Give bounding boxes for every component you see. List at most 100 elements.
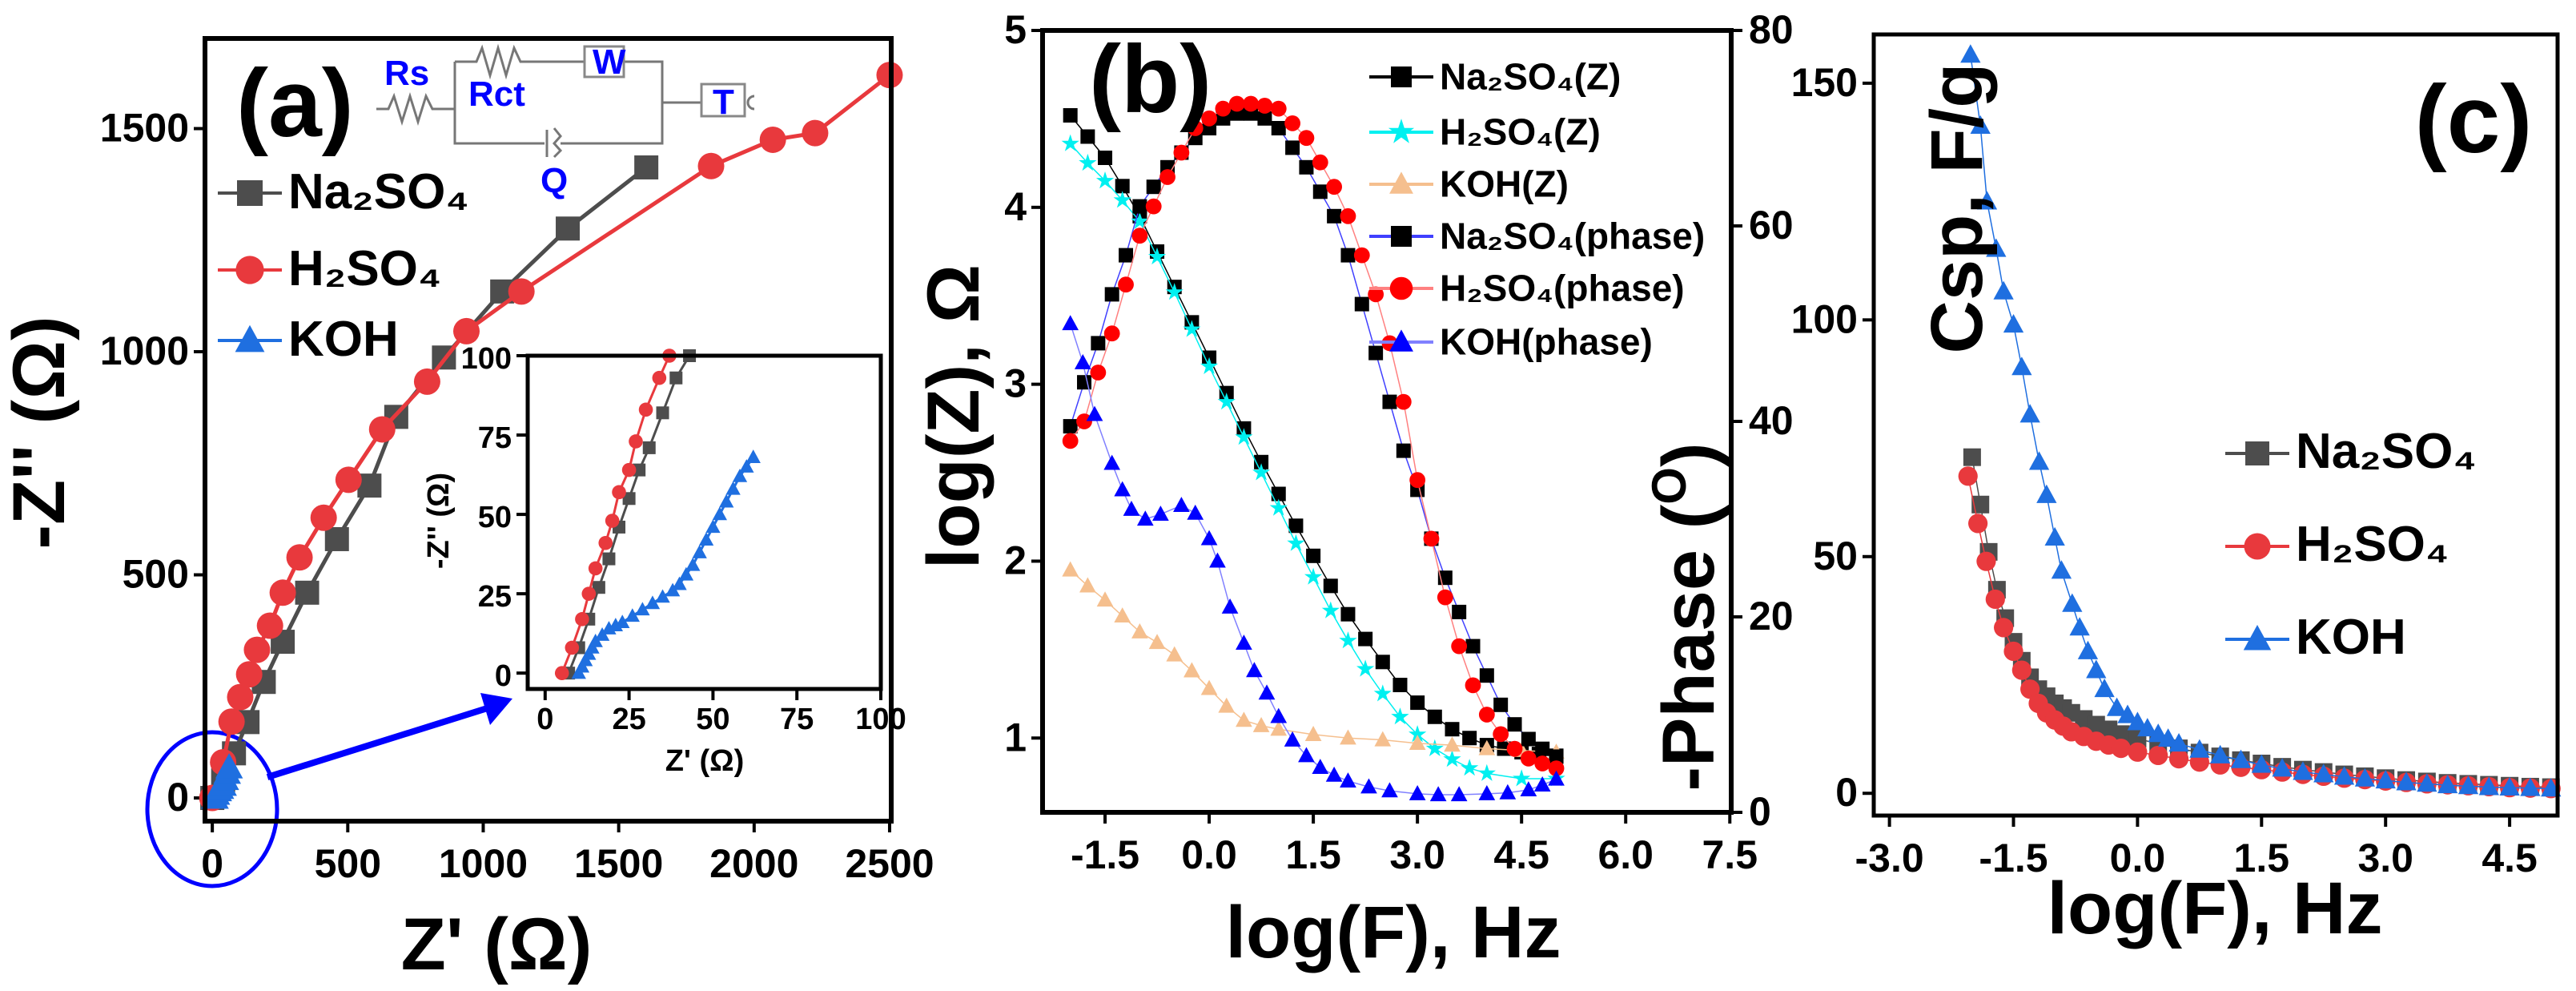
b-koh-phase-point — [1114, 481, 1131, 497]
b-koh-phase-point — [1284, 731, 1301, 747]
b-h2so4-phase-point — [1118, 276, 1134, 293]
b-koh-phase-legend-marker — [1389, 329, 1413, 352]
b-na2so4-phase-point — [1549, 749, 1564, 764]
c-koh-point — [1970, 115, 1991, 134]
b-h2so4-z-point — [1165, 283, 1184, 300]
b-h2so4-z-point — [1269, 498, 1288, 516]
c-koh-point — [2137, 718, 2158, 737]
c-koh-point — [2086, 659, 2107, 679]
b-h2so4-phase-point — [1548, 760, 1565, 776]
circuit-label-q: Q — [541, 161, 568, 200]
b-koh-phase-point — [1450, 786, 1468, 802]
b-koh-phase-point — [1499, 784, 1517, 800]
b-na2so4-phase-point — [1465, 639, 1481, 654]
inset-koh-point — [712, 506, 727, 521]
c-koh-point — [2396, 771, 2417, 791]
c-na2so4-legend-label: Na₂SO₄ — [2296, 424, 2477, 479]
inset-na2so4-point — [622, 492, 636, 506]
b-koh-z-line — [1070, 569, 1557, 753]
b-koh-phase-point — [1200, 530, 1218, 546]
c-na2so4-point — [1971, 495, 1990, 514]
b-na2so4-phase-legend-marker — [1391, 226, 1412, 247]
c-koh-point — [1993, 280, 2014, 300]
b-h2so4-phase-point — [1187, 120, 1204, 136]
b-koh-phase-point — [1173, 497, 1190, 513]
b-koh-phase-point — [1246, 662, 1263, 678]
x-tick-label: -3.0 — [1855, 836, 1924, 880]
rct-resistor-icon — [466, 43, 528, 80]
inset-h2so4-point — [575, 612, 589, 626]
b-koh-phase-point — [1187, 504, 1204, 520]
zoom-arrow-line — [266, 703, 494, 780]
b-na2so4-phase-point — [1452, 604, 1467, 619]
c-koh-point — [2106, 697, 2128, 716]
b-h2so4-z-point — [1443, 750, 1461, 767]
b-na2so4-z-point — [1340, 606, 1356, 622]
inset-frame — [525, 353, 883, 691]
inset-h2so4-point — [629, 434, 643, 449]
b-h2so4-z-point — [1061, 134, 1079, 151]
y2-label-close: ) — [1648, 442, 1730, 467]
b-koh-z-point — [1200, 679, 1218, 695]
a-h2so4-point — [697, 152, 725, 179]
b-na2so4-z-point — [1358, 631, 1373, 647]
b-koh-phase-point — [1548, 770, 1565, 786]
b-h2so4-z-point — [1235, 428, 1253, 445]
b-h2so4-phase-point — [1062, 433, 1079, 449]
c-h2so4-point — [2111, 738, 2131, 759]
b-h2so4-z-point — [1373, 684, 1392, 702]
y-tick-label: 150 — [1791, 60, 1858, 105]
b-na2so4-z-point — [1098, 150, 1113, 165]
b-na2so4-z-point — [1392, 678, 1408, 693]
y-tick-label: 50 — [478, 501, 512, 534]
a-h2so4-point — [269, 579, 296, 606]
a-h2so4-point — [243, 636, 271, 663]
inset-na2so4-point — [592, 581, 605, 594]
y-tick-label: 5 — [1004, 7, 1027, 52]
y-axis-label-b: log(Z), Ω — [913, 264, 995, 569]
inset-koh-point — [645, 595, 661, 610]
c-h2so4-point — [1985, 589, 2005, 610]
b-h2so4-z-point — [1304, 567, 1323, 585]
b-h2so4-phase-point — [1520, 751, 1537, 767]
b-h2so4-z-point — [1461, 759, 1479, 776]
c-koh-point — [2069, 617, 2090, 636]
inset-na2so4-point — [642, 441, 656, 454]
b-na2so4-phase-point — [1382, 394, 1397, 409]
b-koh-phase-point — [1221, 598, 1239, 614]
b-h2so4-z-point — [1321, 601, 1340, 618]
b-na2so4-z-point — [1445, 722, 1460, 737]
c-h2so4-point — [2003, 641, 2023, 662]
plot-frame-a — [203, 36, 894, 824]
b-h2so4-phase-legend-label: H₂SO₄(phase) — [1440, 268, 1685, 309]
x-tick-label: 1500 — [574, 841, 663, 886]
b-na2so4-phase-point — [1285, 140, 1300, 155]
a-h2so4-point — [256, 612, 283, 639]
y-tick-label: 0 — [167, 775, 189, 820]
a-h2so4-point — [759, 126, 786, 153]
b-koh-z-point — [1062, 561, 1079, 577]
b-koh-phase-point — [1270, 707, 1288, 723]
y-tick-label: 2 — [1004, 538, 1027, 582]
x-tick-label: 0 — [536, 703, 553, 736]
x-tick-label: 4.5 — [2482, 836, 2538, 880]
a-h2so4-legend-marker — [235, 256, 264, 284]
b-na2so4-z-point — [1323, 578, 1338, 594]
b-na2so4-phase-point — [1396, 443, 1411, 458]
c-koh-point — [2210, 744, 2231, 763]
b-koh-phase-point — [1533, 776, 1551, 792]
b-na2so4-z-point — [1427, 709, 1442, 724]
b-h2so4-z-point — [1200, 357, 1219, 374]
x-tick-label: 6.0 — [1597, 832, 1654, 877]
inset-koh-point — [685, 557, 701, 571]
b-koh-phase-point — [1312, 759, 1329, 774]
c-h2so4-legend-label: H₂SO₄ — [2296, 517, 2449, 572]
b-h2so4-z-point — [1217, 393, 1236, 410]
b-h2so4-phase-legend-marker — [1389, 276, 1413, 300]
inset-koh-point — [725, 481, 741, 495]
b-h2so4-z-point — [1183, 320, 1201, 337]
y-axis-label-a: -Z'' (Ω) — [0, 316, 80, 549]
c-koh-point — [2437, 774, 2458, 794]
w-element-box — [583, 45, 625, 79]
c-koh-point — [2354, 767, 2376, 787]
